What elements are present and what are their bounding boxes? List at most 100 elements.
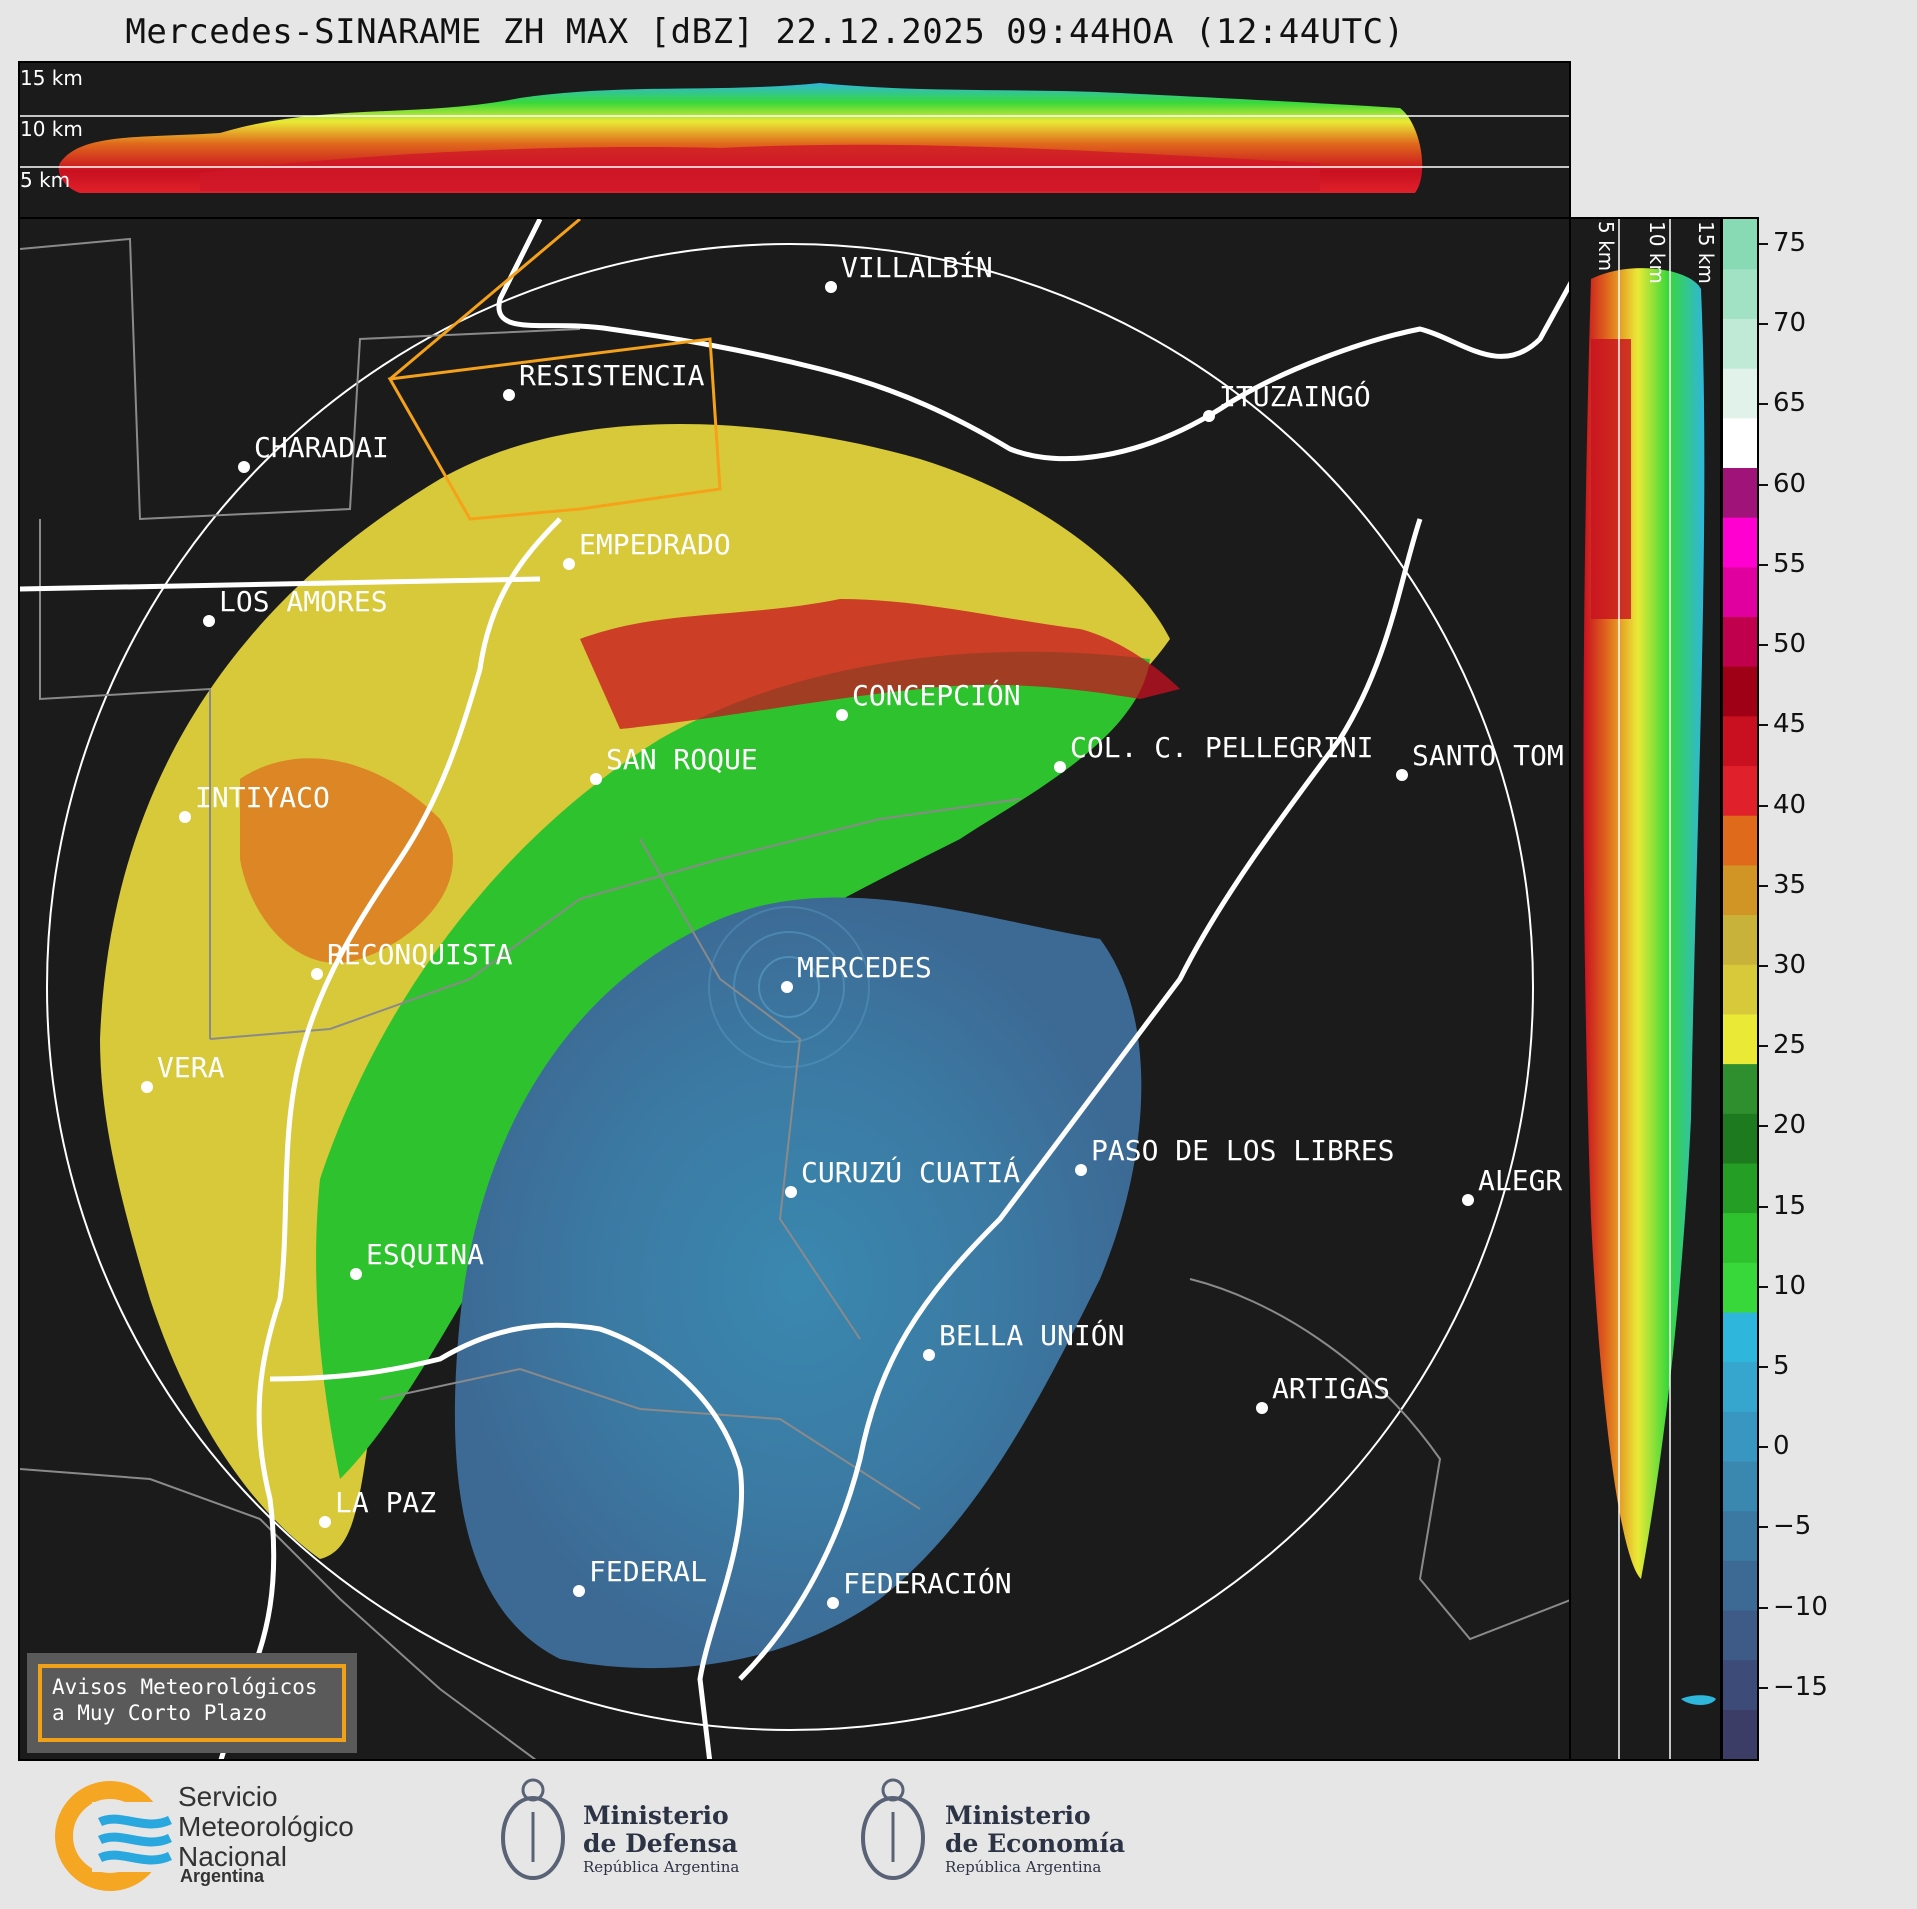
city-21: FEDERAL: [573, 1555, 707, 1597]
colorbar-tick-label: 65: [1773, 388, 1807, 419]
colorbar-band: [1723, 368, 1757, 419]
city-16: ALEGR: [1462, 1164, 1562, 1206]
smn-logo-icon: [55, 1781, 182, 1891]
city-marker: [1396, 769, 1408, 781]
colorbar-tick-label: 55: [1773, 548, 1807, 579]
colorbar-band: [1723, 765, 1757, 816]
city-15: CURUZÚ CUATIÁ: [785, 1155, 1020, 1198]
city-marker: [785, 1186, 797, 1198]
economia-name-line-2: de Economía: [945, 1829, 1126, 1858]
colorbar-band: [1723, 467, 1757, 518]
economia-coat-of-arms-icon: [861, 1778, 925, 1880]
city-marker: [1462, 1194, 1474, 1206]
city-label: RECONQUISTA: [327, 938, 513, 971]
city-label: FEDERACIÓN: [843, 1566, 1012, 1600]
side-height-label-5: 5 km: [1594, 221, 1618, 271]
colorbar-ticks: 75 70 65 60 55 50 45 40 35 30 25 20 15 10 5 0 −5 −10 −15: [1759, 217, 1839, 1761]
city-marker: [238, 461, 250, 473]
colorbar-band: [1723, 1063, 1757, 1114]
echo-orange-cells: [240, 758, 453, 963]
colorbar-band: [1723, 1560, 1757, 1611]
colorbar-tick-label: 70: [1773, 308, 1807, 339]
colorbar-band: [1723, 964, 1757, 1015]
city-label: CHARADAI: [254, 431, 389, 464]
colorbar-tick-label: 75: [1773, 228, 1807, 259]
warning-polygon: [387, 337, 722, 521]
defensa-coat-of-arms-icon: [501, 1778, 565, 1880]
colorbar-band: [1723, 1262, 1757, 1313]
defensa-sub: República Argentina: [583, 1858, 740, 1876]
city-18: BELLA UNIÓN: [923, 1318, 1124, 1361]
city-marker: [350, 1268, 362, 1280]
city-1: RESISTENCIA: [503, 359, 705, 401]
city-label: BELLA UNIÓN: [939, 1318, 1124, 1352]
city-4: EMPEDRADO: [563, 528, 731, 570]
economia-name-line-1: Ministerio: [945, 1801, 1091, 1830]
city-label: ALEGR: [1478, 1164, 1562, 1197]
city-label: RESISTENCIA: [519, 359, 705, 392]
colorbar-band: [1723, 1113, 1757, 1164]
city-12: MERCEDES: [781, 951, 932, 993]
colorbar-band: [1723, 566, 1757, 618]
city-label: EMPEDRADO: [579, 528, 731, 561]
smn-name-line-2: Meteorológico: [178, 1811, 354, 1842]
colorbar-band: [1723, 815, 1757, 866]
city-label: MERCEDES: [797, 951, 932, 984]
colorbar-band: [1723, 864, 1757, 916]
side-height-label-10: 10 km: [1645, 221, 1669, 284]
city-label: INTIYACO: [195, 781, 330, 814]
colorbar-tick-label: 20: [1773, 1110, 1807, 1141]
city-marker: [1203, 410, 1215, 422]
top-height-label-5: 5 km: [20, 168, 70, 192]
city-marker: [836, 709, 848, 721]
city-marker: [573, 1585, 585, 1597]
colorbar-band: [1723, 1609, 1757, 1661]
top-height-label-10: 10 km: [20, 117, 83, 141]
city-label: SANTO TOM: [1412, 739, 1564, 772]
city-label: CURUZÚ CUATIÁ: [801, 1155, 1020, 1189]
colorbar-tick-label: 30: [1773, 949, 1807, 980]
colorbar-band: [1723, 318, 1757, 369]
economia-sub: República Argentina: [945, 1858, 1102, 1876]
radar-map[interactable]: VILLALBÍN RESISTENCIA CHARADAI ITUZAINGÓ EMP…: [18, 217, 1571, 1761]
city-14: PASO DE LOS LIBRES: [1075, 1134, 1394, 1176]
top-height-label-15: 15 km: [20, 66, 83, 90]
city-label: COL. C. PELLEGRINI: [1070, 731, 1373, 764]
echo-red-cells: [580, 599, 1180, 729]
city-10: INTIYACO: [179, 781, 330, 823]
colorbar: [1721, 217, 1759, 1761]
city-label: ARTIGAS: [1272, 1372, 1390, 1405]
colorbar-band: [1723, 1013, 1757, 1065]
city-20: LA PAZ: [319, 1486, 436, 1528]
city-marker: [781, 981, 793, 993]
city-label: SAN ROQUE: [606, 743, 758, 776]
smn-name-line-1: Servicio: [178, 1781, 278, 1812]
city-marker: [563, 558, 575, 570]
map-title: Mercedes-SINARAME ZH MAX [dBZ] 22.12.202…: [125, 12, 1405, 52]
warning-line-2: a Muy Corto Plazo: [52, 1701, 267, 1725]
colorbar-band: [1723, 914, 1757, 965]
side-height-label-15: 15 km: [1694, 221, 1718, 284]
colorbar-band: [1723, 715, 1757, 767]
colorbar-band: [1723, 1311, 1757, 1363]
colorbar-tick-label: −5: [1773, 1511, 1812, 1542]
city-marker: [179, 811, 191, 823]
colorbar-band: [1723, 1709, 1757, 1759]
colorbar-band: [1723, 268, 1757, 319]
city-label: ESQUINA: [366, 1238, 484, 1271]
colorbar-band: [1723, 1659, 1757, 1710]
city-marker: [1054, 761, 1066, 773]
colorbar-tick-label: 50: [1773, 629, 1807, 660]
defensa-name-line-1: Ministerio: [583, 1801, 729, 1830]
colorbar-tick-label: −15: [1773, 1671, 1828, 1702]
city-9: SAN ROQUE: [590, 743, 758, 785]
defensa-name-line-2: de Defensa: [583, 1829, 738, 1858]
country-borders: [20, 219, 1569, 1759]
footer: Servicio Meteorológico Nacional Argentin…: [0, 1762, 1917, 1909]
city-label: LA PAZ: [335, 1486, 436, 1519]
city-marker: [503, 389, 515, 401]
colorbar-band: [1723, 1162, 1757, 1214]
colorbar-band: [1723, 1510, 1757, 1561]
city-marker: [923, 1349, 935, 1361]
top-cross-section: 15 km 10 km 5 km: [18, 61, 1571, 219]
